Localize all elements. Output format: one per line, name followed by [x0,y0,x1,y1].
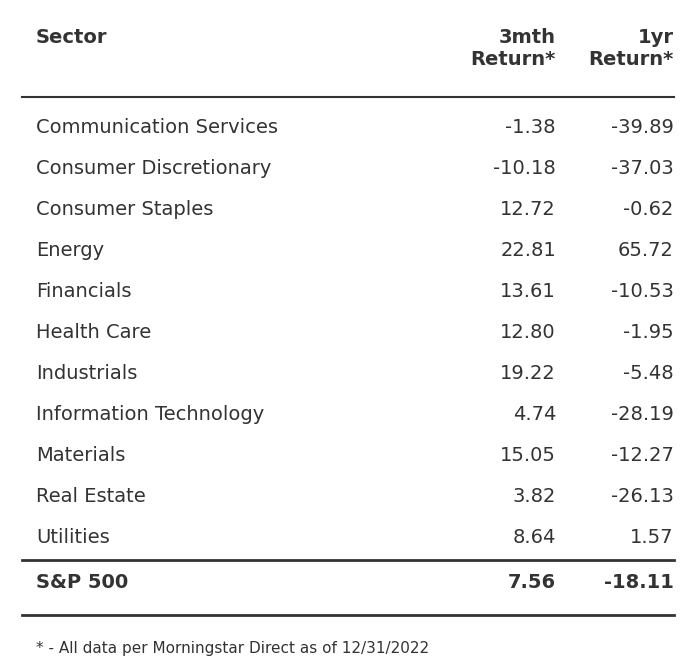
Text: 65.72: 65.72 [618,240,674,260]
Text: Real Estate: Real Estate [36,487,145,505]
Text: -10.53: -10.53 [611,282,674,301]
Text: Utilities: Utilities [36,528,110,546]
Text: -5.48: -5.48 [623,364,674,382]
Text: -1.38: -1.38 [505,118,556,137]
Text: S&P 500: S&P 500 [36,573,128,592]
Text: * - All data per Morningstar Direct as of 12/31/2022: * - All data per Morningstar Direct as o… [36,641,429,657]
Text: 3.82: 3.82 [512,487,556,505]
Text: 8.64: 8.64 [512,528,556,546]
Text: Industrials: Industrials [36,364,137,382]
Text: 1.57: 1.57 [631,528,674,546]
Text: 1yr
Return*: 1yr Return* [589,28,674,69]
Text: 4.74: 4.74 [512,404,556,424]
Text: Materials: Materials [36,446,125,465]
Text: Consumer Staples: Consumer Staples [36,200,214,218]
Text: Communication Services: Communication Services [36,118,278,137]
Text: 13.61: 13.61 [500,282,556,301]
Text: 22.81: 22.81 [500,240,556,260]
Text: Consumer Discretionary: Consumer Discretionary [36,159,271,178]
Text: -39.89: -39.89 [611,118,674,137]
Text: Health Care: Health Care [36,323,151,342]
Text: -1.95: -1.95 [623,323,674,342]
Text: -0.62: -0.62 [624,200,674,218]
Text: -26.13: -26.13 [611,487,674,505]
Text: -18.11: -18.11 [604,573,674,592]
Text: Sector: Sector [36,28,108,47]
Text: -10.18: -10.18 [493,159,556,178]
Text: 7.56: 7.56 [508,573,556,592]
Text: -28.19: -28.19 [611,404,674,424]
Text: -12.27: -12.27 [611,446,674,465]
Text: Information Technology: Information Technology [36,404,264,424]
Text: 3mth
Return*: 3mth Return* [470,28,556,69]
Text: -37.03: -37.03 [611,159,674,178]
Text: Energy: Energy [36,240,104,260]
Text: 12.80: 12.80 [500,323,556,342]
Text: Financials: Financials [36,282,132,301]
Text: 12.72: 12.72 [500,200,556,218]
Text: 19.22: 19.22 [500,364,556,382]
Text: 15.05: 15.05 [500,446,556,465]
